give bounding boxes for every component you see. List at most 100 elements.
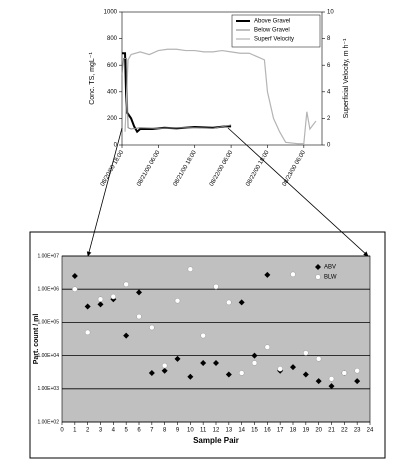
point [264,271,271,278]
y2-tick-label: 4 [327,89,331,95]
point [84,329,91,336]
x-tick-label: 15 [251,428,258,434]
x-tick-label: 5 [124,428,128,434]
x-tick-label: 1 [73,428,77,434]
x-tick-label: 23 [354,428,361,434]
y-tick-label: 1.00E+07 [37,253,59,259]
x-tick-label: 2 [86,428,90,434]
x-tick-label: 08/21/00 18:00 [173,149,199,187]
point [238,370,245,376]
x-tick-label: 6 [137,428,141,434]
point [97,296,104,302]
plot-area [61,255,371,423]
x-tick-label: 4 [112,428,116,434]
y-tick-label: 1.00E+06 [37,287,59,293]
point [174,297,181,304]
x-tick-label: 10 [187,428,194,434]
x-tick-label: 08/23/00 06:00 [282,149,308,187]
point [149,324,155,331]
point [174,355,181,362]
x-tick-label: 7 [150,428,154,434]
y-tick-label: 800 [107,36,118,42]
connector-arrow [227,127,369,257]
point [136,313,142,320]
point [161,367,168,374]
legend-swatch [315,274,321,280]
point [328,376,335,382]
x-tick-label: 12 [213,428,220,434]
legend-label: Superf Velocity [254,37,294,43]
y2-tick-label: 0 [327,143,331,149]
x-tick-label: 20 [315,428,322,434]
x-tick-label: 3 [99,428,103,434]
point [84,303,91,310]
point [303,350,309,356]
legend-label: Above Gravel [254,19,290,25]
y2-tick-label: 8 [327,36,331,42]
point [187,373,194,380]
point [354,367,360,374]
x-tick-label: 22 [341,428,348,434]
x-tick-label: 21 [328,428,335,434]
point [264,344,271,350]
x-tick-label: 11 [200,428,207,434]
y2-tick-label: 2 [327,116,331,122]
x-tick-label: 18 [290,428,297,434]
point [213,283,219,290]
point [251,352,258,359]
x-tick-label: 8 [163,428,167,434]
x-tick-label: 16 [264,428,271,434]
y-axis-label: Conc. TS, mgL⁻¹ [89,52,96,105]
x-tick-label: 13 [225,428,232,434]
point [110,293,117,300]
x-tick-label: 24 [367,428,374,434]
y2-tick-label: 10 [327,10,334,16]
x-tick-label: 08/21/00 06:00 [136,149,162,187]
legend-label: ABV [324,265,336,271]
y-tick-label: 1.00E+05 [37,320,59,326]
point [354,378,361,385]
y-tick-label: 0 [114,143,118,149]
x-tick-label: 14 [238,428,245,434]
point [225,371,232,378]
y2-axis-label: Superficial Velocity, m h⁻¹ [343,38,350,118]
point [328,383,335,390]
x-axis-label: Sample Pair [193,436,239,445]
point [200,359,207,366]
point [161,362,168,369]
x-tick-label: 19 [302,428,309,434]
point [290,271,296,278]
point [200,332,206,339]
connector-arrow [86,127,123,257]
x-tick-label: 17 [277,428,284,434]
data-line [124,48,317,145]
x-tick-label: 08/22/00 06:00 [209,149,235,187]
point [136,289,142,296]
point [341,370,348,376]
point [148,369,155,376]
legend-label: BLW [324,275,337,281]
y-tick-label: 1.00E+02 [37,419,59,425]
data-line [121,58,232,130]
point [123,281,129,288]
point [97,301,104,308]
y-tick-label: 1000 [104,10,118,16]
point [251,360,258,366]
plot-frame [121,11,323,146]
point [123,332,130,339]
legend-swatch [315,264,321,270]
point [213,359,219,366]
point [315,378,322,385]
y-axis-label: Part. count / ml [33,314,40,365]
point [226,299,232,306]
point [315,356,322,362]
point [72,286,78,292]
point [238,299,245,306]
point [71,272,78,279]
point [187,266,194,272]
y-tick-label: 600 [107,63,118,69]
y-tick-label: 1.00E+03 [37,386,59,392]
x-tick-label: 08/20/00 18:00 [100,149,126,187]
point [302,371,309,378]
